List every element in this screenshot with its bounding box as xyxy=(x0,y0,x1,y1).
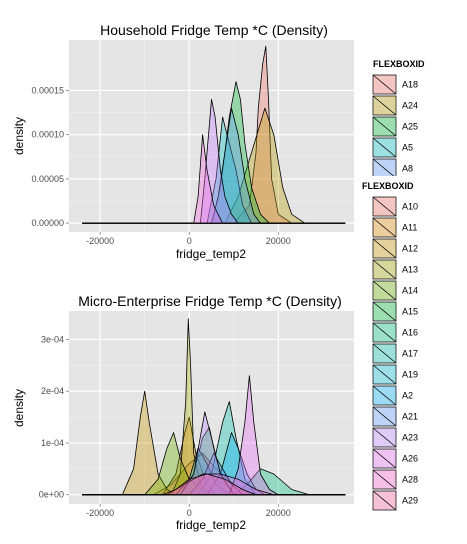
y-axis-label: density xyxy=(12,117,26,155)
density-area-A29 xyxy=(82,473,346,496)
legend-key-slash xyxy=(372,385,397,406)
legend-key-swatch xyxy=(372,158,397,176)
x-tick-label: -20000 xyxy=(86,236,114,246)
legend-label: A2 xyxy=(402,391,413,401)
plot-area xyxy=(69,311,354,504)
x-tick-label: 20000 xyxy=(266,508,291,518)
y-tick-label: 0.00000 xyxy=(31,218,64,228)
density-area-series-6 xyxy=(82,134,346,224)
legend-key-slash xyxy=(372,301,397,322)
legend-key-slash xyxy=(372,137,397,158)
legend-label: A16 xyxy=(402,328,418,338)
legend-title: FLEXBOXID xyxy=(373,59,425,69)
x-tick-label: 20000 xyxy=(266,236,291,246)
x-tick-label: 0 xyxy=(187,508,192,518)
legend-label: A25 xyxy=(402,122,418,132)
legend-household: FLEXBOXID A18 A24 A25 A5 A8 xyxy=(371,59,425,176)
legend-label: A15 xyxy=(402,307,418,317)
legend-label: A10 xyxy=(402,202,418,212)
chart-title: Micro-Enterprise Fridge Temp *C (Density… xyxy=(78,293,341,309)
legend-label: A24 xyxy=(402,101,418,111)
legend-label: A18 xyxy=(402,80,418,90)
legend-key-slash xyxy=(372,469,397,490)
legend-key-slash xyxy=(372,196,397,217)
legend-key-slash xyxy=(372,364,397,385)
x-tick-label: -20000 xyxy=(86,508,114,518)
x-tick-label: 0 xyxy=(187,236,192,246)
legend-label: A28 xyxy=(402,475,418,485)
legend-label: A29 xyxy=(402,496,418,506)
legend-key-bg xyxy=(371,157,398,176)
legend-key-slash xyxy=(372,238,397,259)
chart-title: Household Fridge Temp *C (Density) xyxy=(100,22,328,38)
y-tick-label: 1e-04 xyxy=(41,438,64,448)
y-tick-label: 0.00005 xyxy=(31,174,64,184)
legend-key-slash xyxy=(372,116,397,137)
legend-label: A23 xyxy=(402,433,418,443)
household-fridge-density-chart: Household Fridge Temp *C (Density) -2000… xyxy=(12,22,354,261)
legend-label: A8 xyxy=(402,164,413,174)
legend-key-slash xyxy=(372,406,397,427)
legend-key-slash xyxy=(372,95,397,116)
legend-label: A12 xyxy=(402,244,418,254)
legend-title: FLEXBOXID xyxy=(362,181,414,191)
legend-key-slash xyxy=(372,448,397,469)
y-axis-label: density xyxy=(12,389,26,427)
legend-label: A19 xyxy=(402,370,418,380)
y-tick-label: 0.00015 xyxy=(31,85,64,95)
legend-key-slash xyxy=(372,217,397,238)
legend-key-slash xyxy=(372,259,397,280)
legend-key-slash xyxy=(372,74,397,95)
legend-label: A11 xyxy=(402,223,417,233)
legend-label: A21 xyxy=(402,412,418,422)
y-tick-label: 2e-04 xyxy=(41,386,64,396)
legend-key-slash xyxy=(372,158,395,176)
legend-key-slash xyxy=(372,322,397,343)
legend-key-slash xyxy=(372,280,397,301)
legend-key-slash xyxy=(372,427,397,448)
legend-label: A13 xyxy=(402,265,418,275)
x-axis-label: fridge_temp2 xyxy=(176,518,246,532)
y-tick-label: 3e-04 xyxy=(41,334,64,344)
y-tick-label: 0e+00 xyxy=(39,490,64,500)
x-axis-label: fridge_temp2 xyxy=(176,247,246,261)
legend-label: A26 xyxy=(402,454,418,464)
micro-enterprise-fridge-density-chart: Micro-Enterprise Fridge Temp *C (Density… xyxy=(12,293,354,532)
legend-label: A14 xyxy=(402,286,418,296)
y-tick-label: 0.00010 xyxy=(31,130,64,140)
legend-label: A5 xyxy=(402,143,413,153)
legend-label: A17 xyxy=(402,349,418,359)
legend-micro-enterprise: FLEXBOXID A10 A11 A12 A13 A14 A15 A16 A17 A19 A2 A… xyxy=(362,181,418,512)
legend-key-slash xyxy=(372,343,397,364)
legend-key-slash xyxy=(372,490,397,511)
